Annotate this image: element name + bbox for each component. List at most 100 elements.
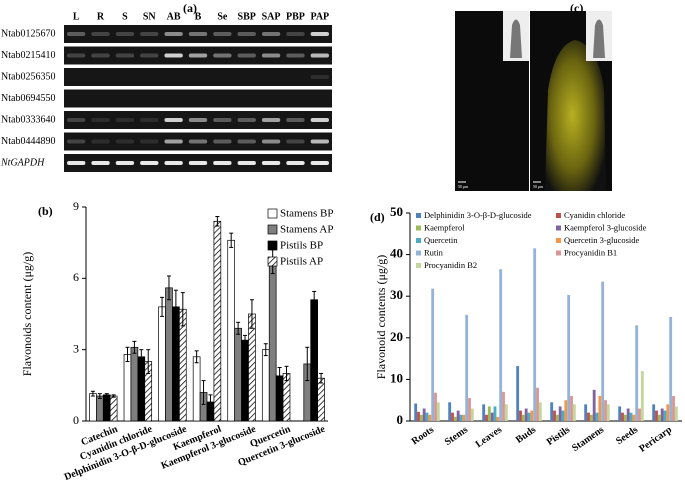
legend-label: Procyanidin B2 xyxy=(424,260,477,270)
band xyxy=(164,161,183,165)
bar xyxy=(621,412,624,421)
band xyxy=(115,32,135,36)
error-bar xyxy=(229,232,234,248)
bar xyxy=(657,414,661,421)
gel-row xyxy=(64,68,332,86)
bar xyxy=(248,313,256,422)
legend-label: Kaempferol xyxy=(424,222,465,232)
y-tick-label: 9 xyxy=(73,199,79,213)
bar xyxy=(598,396,602,421)
band xyxy=(261,161,281,165)
legend-swatch xyxy=(267,256,278,267)
band xyxy=(237,32,256,36)
error-bar xyxy=(194,350,199,364)
legend-swatch xyxy=(416,238,421,243)
band xyxy=(261,118,281,122)
y-tick-label: 50 xyxy=(390,204,403,219)
bar xyxy=(572,404,576,421)
legend-swatch xyxy=(267,224,278,235)
x-tick-label: Stamens xyxy=(570,424,606,454)
error-bar xyxy=(236,321,241,335)
error-bar xyxy=(97,393,102,399)
band xyxy=(91,161,110,165)
y-tick-label: 0 xyxy=(73,413,79,427)
bar xyxy=(660,408,664,421)
bar xyxy=(604,400,607,421)
bar xyxy=(241,339,249,422)
band xyxy=(310,32,329,36)
band xyxy=(286,118,305,122)
bar xyxy=(448,402,452,421)
error-bar xyxy=(90,390,95,397)
error-bar xyxy=(305,346,310,382)
gene-label: NtGAPDH xyxy=(0,157,45,168)
bar xyxy=(456,410,460,421)
legend-label: Pistils BP xyxy=(280,240,323,252)
gene-label: Ntab0444890 xyxy=(1,136,55,147)
legend-swatch xyxy=(416,213,421,218)
legend-swatch xyxy=(416,250,421,256)
x-tick-label: Leaves xyxy=(474,424,505,450)
band xyxy=(67,161,86,165)
bar xyxy=(652,404,656,421)
lane-label: PAP xyxy=(310,11,329,22)
bar xyxy=(632,414,636,421)
bar xyxy=(606,404,610,421)
bar xyxy=(493,406,497,421)
bar xyxy=(425,412,429,421)
bar xyxy=(589,414,593,421)
bar xyxy=(626,408,630,421)
band xyxy=(286,32,305,36)
error-bar xyxy=(111,394,116,398)
x-tick-label: Seeds xyxy=(614,424,640,447)
bar xyxy=(674,406,678,421)
bar xyxy=(553,410,556,421)
band xyxy=(164,53,183,58)
bar xyxy=(504,404,508,421)
bar xyxy=(536,387,539,421)
bar xyxy=(227,239,236,422)
error-bar xyxy=(160,296,165,317)
bar xyxy=(192,356,201,422)
legend-swatch xyxy=(556,213,561,218)
band xyxy=(140,53,159,58)
bar xyxy=(592,389,596,421)
bar xyxy=(465,314,469,421)
inset-shape xyxy=(510,19,522,58)
bar xyxy=(564,400,568,421)
bar xyxy=(422,408,426,421)
bar xyxy=(158,306,166,422)
band xyxy=(237,118,256,122)
bar xyxy=(640,371,644,421)
gene-label: Ntab0256350 xyxy=(1,71,55,82)
band xyxy=(237,139,256,144)
error-bar xyxy=(180,292,185,327)
y-axis-label: Flavonoids content (μg/g) xyxy=(20,252,34,376)
panel-label: (d) xyxy=(370,210,385,224)
band xyxy=(261,32,281,36)
bar xyxy=(550,402,554,421)
error-bar xyxy=(284,365,289,382)
band xyxy=(237,53,256,58)
band xyxy=(286,139,305,144)
bar xyxy=(595,412,599,421)
gene-label: Ntab0333640 xyxy=(1,114,55,125)
lane-label: SAP xyxy=(262,11,281,22)
bar xyxy=(414,403,418,421)
bar xyxy=(419,414,423,421)
error-bar xyxy=(146,349,151,374)
y-tick-label: 3 xyxy=(73,341,79,355)
error-bar xyxy=(263,343,268,357)
legend-swatch xyxy=(267,240,278,251)
bar xyxy=(431,288,435,421)
bar xyxy=(527,412,531,421)
band xyxy=(188,32,208,36)
bar xyxy=(102,394,111,422)
bar xyxy=(524,408,528,421)
bar xyxy=(487,406,491,421)
bar xyxy=(109,395,118,422)
legend-label: Cyanidin chloride xyxy=(564,210,625,220)
y-axis-label: Flavonoid contents (μg/g) xyxy=(374,255,388,379)
band xyxy=(91,139,110,144)
